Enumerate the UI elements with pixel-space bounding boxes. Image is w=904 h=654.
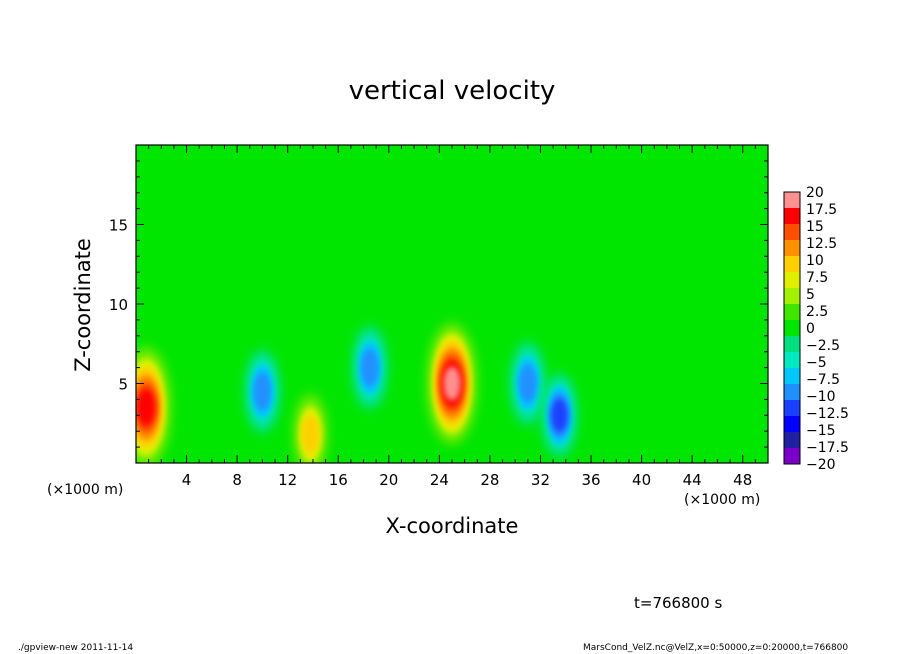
y-tick-label: 5	[118, 376, 128, 394]
colorbar-label: 2.5	[806, 304, 828, 320]
heatmap-contour-band	[519, 364, 537, 403]
y-axis-label: Z-coordinate	[71, 238, 95, 372]
x-tick-label: 28	[480, 471, 499, 489]
x-axis-label: X-coordinate	[385, 514, 519, 538]
x-tick-label: 8	[232, 471, 242, 489]
colorbar-label: −20	[806, 457, 836, 473]
colorbar-swatch	[784, 432, 800, 449]
chart-title: vertical velocity	[348, 76, 556, 106]
colorbar-label: 5	[806, 287, 815, 303]
colorbar-label: 10	[806, 253, 824, 269]
colorbar-swatch	[784, 256, 800, 273]
heatmap-feature	[353, 325, 386, 410]
x-unit-label-right: (×1000 m)	[684, 492, 761, 508]
colorbar-label: −7.5	[806, 372, 840, 388]
colorbar-swatch	[784, 272, 800, 289]
heatmap-feature	[246, 349, 279, 434]
heatmap-contour-band	[361, 348, 379, 387]
heatmap-contour-band	[253, 372, 272, 411]
colorbar-swatch	[784, 240, 800, 257]
colorbar-swatch	[784, 416, 800, 433]
x-tick-label: 12	[278, 471, 297, 489]
colorbar-swatch	[784, 224, 800, 241]
colorbar-label: 17.5	[806, 202, 837, 218]
colorbar-label: −17.5	[806, 440, 849, 456]
footer-data-label: MarsCond_VelZ.nc@VelZ,x=0:50000,z=0:2000…	[583, 643, 849, 653]
colorbar-label: −12.5	[806, 406, 849, 422]
footer-program-label: ./gpview-new 2011-11-14	[18, 643, 134, 653]
colorbar-label: 12.5	[806, 236, 837, 252]
colorbar-label: 20	[806, 185, 824, 201]
colorbar-label: 0	[806, 321, 815, 337]
heatmap-feature	[136, 345, 171, 463]
colorbar-swatch	[784, 304, 800, 321]
x-tick-label: 32	[531, 471, 550, 489]
heatmap-contour-band	[551, 398, 568, 432]
colorbar-swatch	[784, 192, 800, 209]
x-tick-label: 36	[581, 471, 600, 489]
colorbar-swatch	[784, 336, 800, 353]
heatmap-feature	[511, 341, 544, 426]
colorbar-swatch	[784, 400, 800, 417]
x-tick-label: 24	[430, 471, 449, 489]
heatmap-contour-band	[301, 415, 320, 454]
heatmap-plot-area	[136, 145, 768, 463]
x-unit-label-left: (×1000 m)	[47, 482, 124, 498]
heatmap-feature	[294, 392, 327, 463]
colorbar: 2017.51512.5107.552.50−2.5−5−7.5−10−12.5…	[783, 185, 849, 473]
x-tick-label: 16	[329, 471, 348, 489]
colorbar-swatch	[784, 320, 800, 337]
time-label: t=766800 s	[634, 594, 723, 612]
colorbar-label: −10	[806, 389, 836, 405]
colorbar-label: 15	[806, 219, 824, 235]
y-tick-label: 10	[109, 296, 128, 314]
colorbar-label: −15	[806, 423, 836, 439]
x-tick-label: 40	[632, 471, 651, 489]
heatmap-feature	[543, 373, 576, 458]
colorbar-label: −5	[806, 355, 827, 371]
heatmap-feature	[428, 321, 476, 446]
colorbar-frame	[783, 191, 801, 465]
x-tick-label: 44	[683, 471, 702, 489]
heatmap-contour-band	[443, 366, 461, 401]
x-tick-label: 4	[182, 471, 192, 489]
colorbar-swatch	[784, 352, 800, 369]
y-tick-label: 15	[109, 217, 128, 235]
colorbar-swatch	[784, 208, 800, 225]
colorbar-label: −2.5	[806, 338, 840, 354]
colorbar-swatch	[784, 288, 800, 305]
colorbar-swatch	[784, 368, 800, 385]
heatmap-contour-band	[137, 388, 156, 426]
x-tick-label: 20	[379, 471, 398, 489]
colorbar-swatch	[784, 448, 800, 465]
colorbar-label: 7.5	[806, 270, 828, 286]
colorbar-swatch	[784, 384, 800, 401]
x-tick-label: 48	[733, 471, 752, 489]
